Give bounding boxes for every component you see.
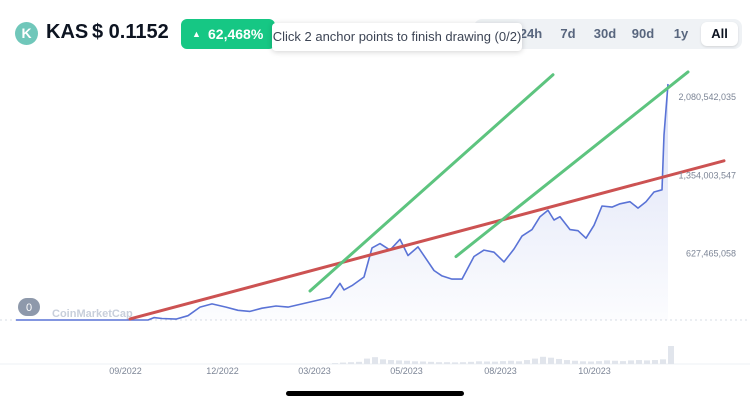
price-change-value: 62,468% [208,26,264,42]
volume-bar [340,362,346,364]
volume-bar [524,360,530,364]
volume-bar [332,363,338,364]
volume-bar [436,362,442,364]
volume-bar [636,360,642,364]
trend-line[interactable] [308,73,555,293]
volume-bar [532,358,538,364]
volume-bar [476,361,482,364]
volume-bar [420,361,426,364]
home-indicator[interactable] [286,391,464,396]
volume-bar [452,362,458,364]
volume-bar [396,360,402,364]
kaspa-logo-icon: K [15,22,38,45]
drawing-tooltip: Click 2 anchor points to finish drawing … [272,23,522,51]
volume-bar [556,358,562,364]
volume-bar [516,361,522,364]
volume-bar [364,358,370,364]
tab-range-1y[interactable]: 1y [673,26,689,41]
volume-bar [564,360,570,364]
volume-bar [380,359,386,364]
x-tick-label: 08/2023 [484,366,517,376]
baseline-marker-label: 0 [26,302,32,314]
x-tick-label: 09/2022 [109,366,142,376]
x-tick-label: 12/2022 [206,366,239,376]
volume-bar [660,359,666,364]
header: K KAS $ 0.1152 ▲ 62,468% 24h 7d 30d 90d … [0,0,750,68]
baseline-marker-pill [18,298,40,316]
trend-lines [128,70,726,321]
x-tick-label: 10/2023 [578,366,611,376]
volume-bar [404,360,410,364]
volume-bar [652,360,658,364]
volume-bar [428,361,434,364]
volume-bar [500,361,506,364]
coin-symbol: KAS [46,21,89,43]
coin-price: $ 0.1152 [92,21,169,43]
x-tick-label: 05/2023 [390,366,423,376]
volume-bar [356,361,362,364]
tab-range-90d[interactable]: 90d [631,26,655,41]
volume-bar [604,360,610,364]
volume-bar [348,362,354,364]
y-tick-label: 2,080,542,035 [678,92,736,102]
volume-bar [668,346,674,364]
y-tick-label: 627,465,058 [686,249,736,259]
volume-bar [644,360,650,364]
volume-bar [468,361,474,364]
volume-bar [412,361,418,364]
price-change-badge: ▲ 62,468% [181,19,275,49]
volume-bar [612,360,618,364]
x-axis-labels: 09/2022 12/2022 03/2023 05/2023 08/2023 10/20… [109,366,611,376]
coinmarketcap-watermark: CoinMarketCap [52,308,133,320]
y-tick-label: 1,354,003,547 [678,170,736,180]
volume-bar [620,361,626,364]
volume-bar [492,361,498,364]
y-axis-labels: 627,465,058 1,354,003,547 2,080,542,035 [678,92,736,258]
baseline-marker: 0 [18,298,40,316]
volume-bar [580,361,586,364]
volume-bar [628,360,634,364]
x-tick-label: 03/2023 [298,366,331,376]
price-line [16,83,669,321]
tab-range-all[interactable]: All [701,22,738,46]
volume-bar [460,362,466,364]
tab-range-7d[interactable]: 7d [560,26,576,41]
volume-bar [508,360,514,364]
volume-bars [332,346,674,364]
volume-bar [548,357,554,364]
volume-bar [372,357,378,364]
tab-range-24h[interactable]: 24h [519,26,543,41]
volume-bar [540,356,546,364]
volume-bar [484,361,490,364]
trend-line[interactable] [454,70,690,259]
triangle-up-icon: ▲ [192,29,201,39]
tab-range-30d[interactable]: 30d [593,26,617,41]
trend-line[interactable] [128,159,726,321]
volume-bar [588,361,594,364]
volume-bar [596,361,602,364]
volume-bar [572,360,578,364]
volume-bar [388,360,394,364]
volume-bar [444,362,450,364]
